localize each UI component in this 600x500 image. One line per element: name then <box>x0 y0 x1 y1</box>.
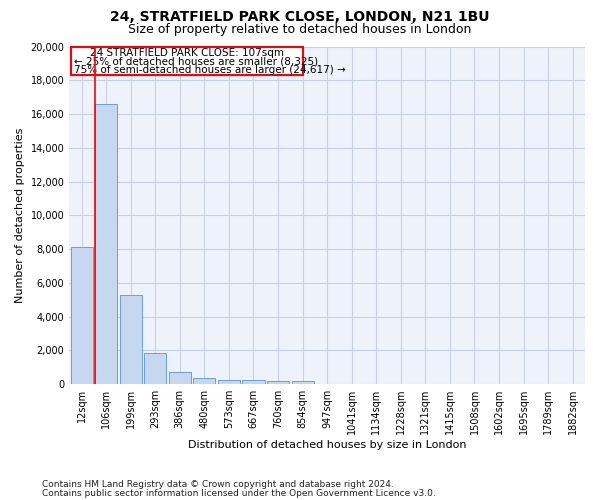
Bar <box>267 380 289 384</box>
Text: ← 25% of detached houses are smaller (8,325): ← 25% of detached houses are smaller (8,… <box>74 56 319 66</box>
Bar <box>95 104 117 384</box>
Bar <box>218 380 240 384</box>
Text: Size of property relative to detached houses in London: Size of property relative to detached ho… <box>128 22 472 36</box>
FancyBboxPatch shape <box>71 46 302 75</box>
Bar <box>169 372 191 384</box>
Bar <box>71 248 92 384</box>
Text: Contains HM Land Registry data © Crown copyright and database right 2024.: Contains HM Land Registry data © Crown c… <box>42 480 394 489</box>
Text: 24 STRATFIELD PARK CLOSE: 107sqm: 24 STRATFIELD PARK CLOSE: 107sqm <box>89 48 284 58</box>
Bar <box>292 381 314 384</box>
Text: 75% of semi-detached houses are larger (24,617) →: 75% of semi-detached houses are larger (… <box>74 65 346 75</box>
Bar <box>193 378 215 384</box>
Bar <box>119 294 142 384</box>
Text: Contains public sector information licensed under the Open Government Licence v3: Contains public sector information licen… <box>42 488 436 498</box>
Bar <box>144 353 166 384</box>
Y-axis label: Number of detached properties: Number of detached properties <box>15 128 25 303</box>
Text: 24, STRATFIELD PARK CLOSE, LONDON, N21 1BU: 24, STRATFIELD PARK CLOSE, LONDON, N21 1… <box>110 10 490 24</box>
Bar <box>242 380 265 384</box>
X-axis label: Distribution of detached houses by size in London: Distribution of detached houses by size … <box>188 440 466 450</box>
